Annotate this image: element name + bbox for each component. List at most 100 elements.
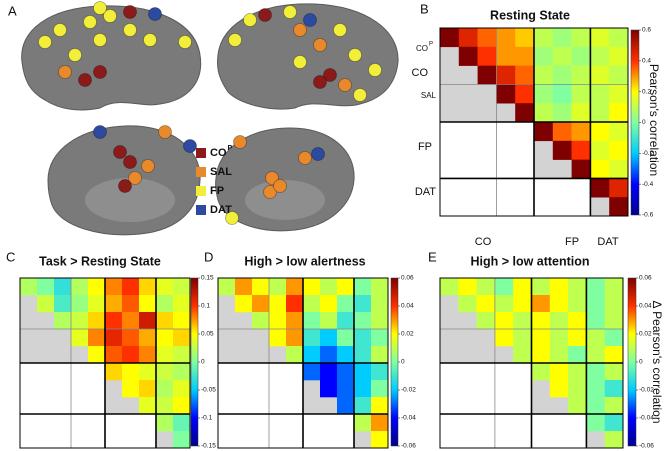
colorbar [630,29,640,216]
brain-node [148,7,162,21]
legend-label: SAL [210,166,232,178]
brain-node [293,55,307,69]
brain-node [78,73,92,87]
colorbar-tick-label: 0.02 [401,331,414,338]
masked-cell [458,346,477,364]
matrix-cell [173,346,191,364]
colorbar-tick-label: -0.06 [401,443,416,450]
matrix-cell [139,295,157,313]
matrix-cell [552,84,572,104]
masked-cell [218,346,236,364]
matrix-cell [337,295,355,313]
matrix-cell [303,278,321,296]
colorbar-tick-label: 0 [201,359,205,366]
matrix-cell [477,46,497,66]
matrix-cell [354,380,372,398]
matrix-cell [568,278,587,296]
brain-node [93,33,107,47]
matrix-cell [494,329,514,347]
matrix-cell [604,278,624,296]
brain-node [178,35,192,49]
matrix-cell [604,346,624,364]
matrix-cell [609,159,629,179]
brain-node [68,48,82,62]
matrix-cell [105,295,123,313]
brain-medial-wall [85,178,175,222]
matrix-cell [552,122,572,142]
colorbar-tick-label: 0.06 [639,275,652,282]
matrix-cell [476,278,496,296]
chart-title: High > low alertness [244,254,365,268]
matrix-cell [139,363,157,381]
matrix-cell [88,329,106,347]
matrix-cell [88,295,106,313]
matrix-cell [590,28,610,48]
brain-node [38,35,52,49]
masked-cell [534,159,554,179]
brain-node [323,68,337,82]
matrix-cell [371,380,389,398]
matrix-cell [303,363,321,381]
matrix-cell [320,363,338,381]
colorbar [627,277,637,447]
matrix-cell [604,414,624,432]
masked-cell [20,295,38,313]
matrix-cell [590,140,610,160]
masked-cell [476,329,496,347]
matrix-cell [552,103,572,123]
brain-node [53,23,67,37]
brain-node [128,171,142,185]
brain-node [93,65,107,79]
matrix-cell [173,380,191,398]
matrix-cell [494,278,514,296]
brain-node [243,13,257,27]
matrix-cell [139,346,157,364]
matrix-cell [173,397,191,415]
brain-images [21,3,399,236]
matrix-cell [286,295,304,313]
matrix-cell [88,346,106,364]
matrix-cell [122,278,140,296]
row-label: CO [416,44,428,53]
masked-cell [156,431,174,449]
brain-node [118,179,132,193]
matrix-cell [354,363,372,381]
brain-node [158,125,172,139]
matrix-cell [568,329,587,347]
masked-cell [494,346,514,364]
colorbar-tick-label: -0.02 [639,387,654,394]
matrix-cell [122,346,140,364]
matrix-cell [286,312,304,330]
colorbar-tick-label: 0.02 [639,331,652,338]
colorbar-tick-label: 0.2 [642,88,651,95]
masked-cell [458,312,477,330]
matrix-cell [515,65,535,85]
matrix-cell [303,295,321,313]
matrix-cell [458,295,477,313]
matrix-cell [156,278,174,296]
matrix-cell [609,140,629,160]
masked-cell [218,312,236,330]
brain-node [141,159,155,173]
brain-node [123,155,137,169]
legend-superscript: P [228,145,233,152]
panel-letter: A [8,3,17,18]
masked-cell [440,46,460,66]
matrix-cell [354,329,372,347]
brain-node [333,23,347,37]
matrix-cell [337,346,355,364]
matrix-cell [303,312,321,330]
matrix-cell [513,295,532,313]
matrix-cell [534,28,554,48]
panel-letter: C [6,249,15,264]
matrix-cell [568,397,587,415]
legend-label: CO [210,147,227,159]
legend-swatch [196,186,206,196]
matrix-cell [269,329,287,347]
matrix-cell [568,380,587,398]
colorbar-tick-label: 0.1 [201,303,210,310]
masked-cell [549,397,569,415]
matrix-cell [337,329,355,347]
matrix-cell [269,278,287,296]
